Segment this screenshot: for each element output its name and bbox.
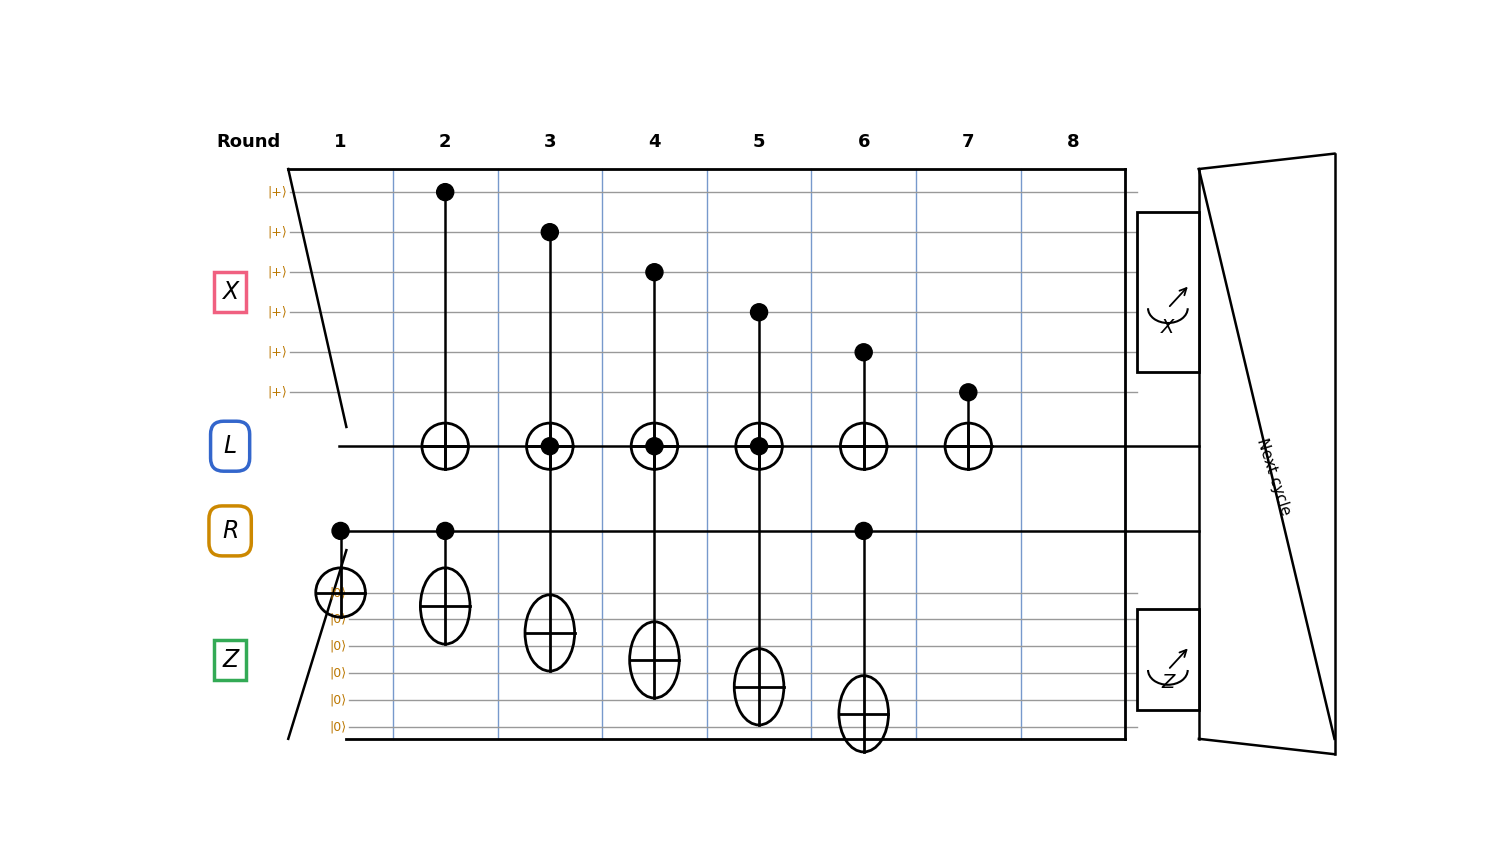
Circle shape	[436, 522, 453, 539]
FancyBboxPatch shape	[1137, 212, 1198, 372]
Text: |+⟩: |+⟩	[267, 266, 288, 279]
Text: |+⟩: |+⟩	[267, 186, 288, 198]
Text: X: X	[1161, 318, 1174, 337]
Text: |0⟩: |0⟩	[330, 721, 346, 734]
Text: 7: 7	[962, 133, 975, 151]
Circle shape	[960, 384, 976, 400]
Text: X: X	[222, 280, 238, 305]
FancyBboxPatch shape	[1137, 609, 1198, 710]
Text: R: R	[222, 519, 238, 543]
Circle shape	[436, 184, 453, 200]
Circle shape	[750, 304, 768, 321]
Circle shape	[542, 224, 558, 241]
Text: Round: Round	[216, 133, 280, 151]
Text: |0⟩: |0⟩	[330, 667, 346, 680]
Circle shape	[646, 264, 663, 280]
Text: |+⟩: |+⟩	[267, 225, 288, 239]
Text: 3: 3	[543, 133, 556, 151]
Text: Z: Z	[1161, 672, 1174, 691]
Text: |0⟩: |0⟩	[330, 586, 346, 599]
Text: |+⟩: |+⟩	[267, 386, 288, 399]
Circle shape	[855, 522, 871, 539]
Text: 8: 8	[1066, 133, 1080, 151]
Text: |+⟩: |+⟩	[267, 346, 288, 359]
Text: L: L	[224, 434, 237, 458]
Text: 6: 6	[858, 133, 870, 151]
Text: |0⟩: |0⟩	[330, 694, 346, 707]
Circle shape	[855, 343, 871, 361]
Text: |0⟩: |0⟩	[330, 613, 346, 626]
Text: |+⟩: |+⟩	[267, 306, 288, 318]
Text: Next cycle: Next cycle	[1254, 437, 1293, 518]
Text: 2: 2	[440, 133, 452, 151]
Circle shape	[750, 438, 768, 455]
Text: Z: Z	[222, 648, 238, 672]
Text: 1: 1	[334, 133, 346, 151]
Circle shape	[542, 438, 558, 455]
Text: 5: 5	[753, 133, 765, 151]
Text: |0⟩: |0⟩	[330, 639, 346, 653]
Circle shape	[332, 522, 350, 539]
Text: 4: 4	[648, 133, 660, 151]
Circle shape	[646, 438, 663, 455]
